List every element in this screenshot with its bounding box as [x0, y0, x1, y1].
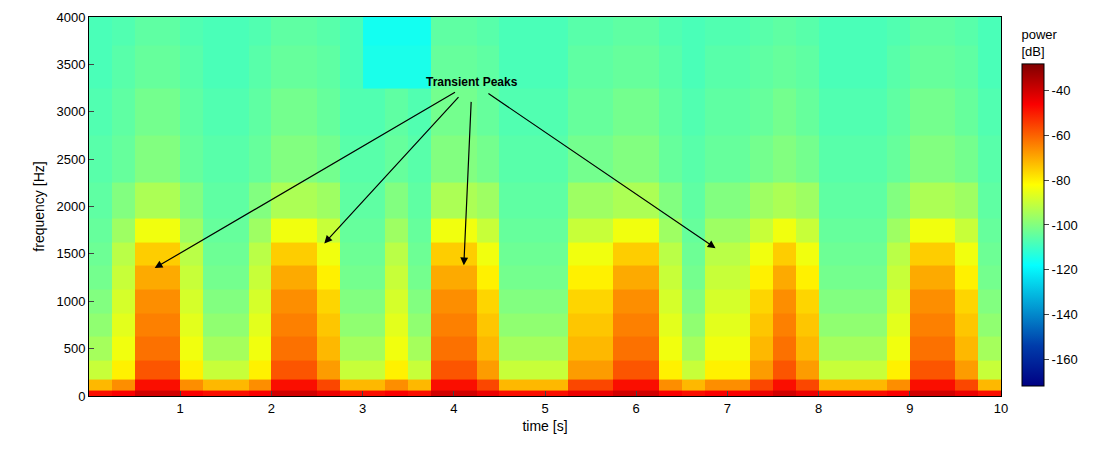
- svg-text:time [s]: time [s]: [522, 418, 567, 434]
- svg-text:10: 10: [994, 401, 1008, 416]
- svg-text:1500: 1500: [56, 246, 85, 261]
- svg-text:4: 4: [450, 401, 457, 416]
- svg-text:7: 7: [724, 401, 731, 416]
- svg-text:power[dB]: power[dB]: [1021, 27, 1057, 59]
- svg-text:Transient Peaks: Transient Peaks: [426, 75, 518, 89]
- svg-text:-40: -40: [1052, 83, 1071, 98]
- svg-text:6: 6: [633, 401, 640, 416]
- svg-text:-120: -120: [1052, 262, 1078, 277]
- svg-text:1: 1: [177, 401, 184, 416]
- svg-text:8: 8: [815, 401, 822, 416]
- svg-text:9: 9: [906, 401, 913, 416]
- svg-text:4000: 4000: [56, 10, 85, 25]
- svg-text:3500: 3500: [56, 57, 85, 72]
- svg-text:-140: -140: [1052, 307, 1078, 322]
- svg-text:5: 5: [541, 401, 548, 416]
- svg-text:frequency [Hz]: frequency [Hz]: [31, 161, 47, 251]
- svg-text:2: 2: [268, 401, 275, 416]
- svg-text:0: 0: [78, 389, 85, 404]
- svg-text:2000: 2000: [56, 199, 85, 214]
- svg-text:2500: 2500: [56, 152, 85, 167]
- svg-text:-100: -100: [1052, 218, 1078, 233]
- svg-text:-80: -80: [1052, 173, 1071, 188]
- svg-text:3: 3: [359, 401, 366, 416]
- svg-text:-60: -60: [1052, 128, 1071, 143]
- svg-text:3000: 3000: [56, 104, 85, 119]
- svg-text:1000: 1000: [56, 294, 85, 309]
- svg-text:-160: -160: [1052, 352, 1078, 367]
- svg-text:500: 500: [64, 341, 86, 356]
